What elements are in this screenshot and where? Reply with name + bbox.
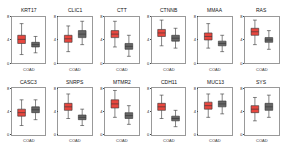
svg-text:4: 4 (194, 37, 197, 42)
svg-text:COAD: COAD (256, 138, 268, 143)
svg-text:CDH11: CDH11 (161, 79, 177, 85)
svg-text:COAD: COAD (69, 67, 81, 72)
svg-text:8: 8 (100, 86, 103, 91)
svg-text:8: 8 (54, 14, 57, 19)
svg-text:4: 4 (100, 37, 103, 42)
svg-text:COAD: COAD (209, 67, 221, 72)
svg-text:0: 0 (54, 61, 57, 66)
svg-text:4: 4 (147, 37, 150, 42)
svg-text:MTMR2: MTMR2 (113, 79, 131, 85)
svg-text:KRT17: KRT17 (21, 7, 37, 13)
svg-text:0: 0 (147, 61, 150, 66)
svg-text:8: 8 (240, 14, 243, 19)
svg-text:4: 4 (240, 37, 243, 42)
svg-text:CTNNB: CTNNB (160, 7, 178, 13)
svg-text:COAD: COAD (116, 138, 128, 143)
svg-text:4: 4 (7, 109, 10, 114)
svg-text:COAD: COAD (163, 138, 175, 143)
svg-text:COAD: COAD (256, 67, 268, 72)
svg-text:COAD: COAD (23, 67, 35, 72)
svg-text:0: 0 (7, 61, 10, 66)
svg-text:COAD: COAD (209, 138, 221, 143)
svg-text:CLIC1: CLIC1 (68, 7, 82, 13)
svg-text:4: 4 (147, 109, 150, 114)
svg-text:COAD: COAD (116, 67, 128, 72)
svg-text:SNRPS: SNRPS (66, 79, 84, 85)
svg-text:8: 8 (194, 14, 197, 19)
svg-text:0: 0 (194, 61, 197, 66)
svg-text:4: 4 (100, 109, 103, 114)
svg-text:0: 0 (194, 132, 197, 137)
svg-text:8: 8 (194, 86, 197, 91)
svg-text:4: 4 (54, 37, 57, 42)
svg-text:CASC3: CASC3 (20, 79, 37, 85)
svg-text:4: 4 (240, 109, 243, 114)
svg-text:0: 0 (54, 132, 57, 137)
svg-text:8: 8 (7, 14, 10, 19)
svg-text:4: 4 (54, 109, 57, 114)
svg-text:COAD: COAD (163, 67, 175, 72)
svg-text:COAD: COAD (69, 138, 81, 143)
svg-text:4: 4 (194, 109, 197, 114)
svg-text:8: 8 (147, 86, 150, 91)
svg-text:4: 4 (7, 37, 10, 42)
svg-text:0: 0 (7, 132, 10, 137)
svg-text:8: 8 (100, 14, 103, 19)
svg-text:0: 0 (147, 132, 150, 137)
svg-text:MMAA: MMAA (207, 7, 223, 13)
svg-text:0: 0 (240, 132, 243, 137)
svg-text:8: 8 (147, 14, 150, 19)
svg-text:CTT: CTT (117, 7, 127, 13)
svg-text:8: 8 (7, 86, 10, 91)
svg-text:SYS: SYS (256, 79, 267, 85)
svg-text:COAD: COAD (23, 138, 35, 143)
svg-text:0: 0 (100, 132, 103, 137)
svg-text:RAS: RAS (256, 7, 267, 13)
svg-text:0: 0 (240, 61, 243, 66)
svg-text:8: 8 (240, 86, 243, 91)
svg-text:0: 0 (100, 61, 103, 66)
svg-text:MUC13: MUC13 (207, 79, 224, 85)
svg-text:8: 8 (54, 86, 57, 91)
